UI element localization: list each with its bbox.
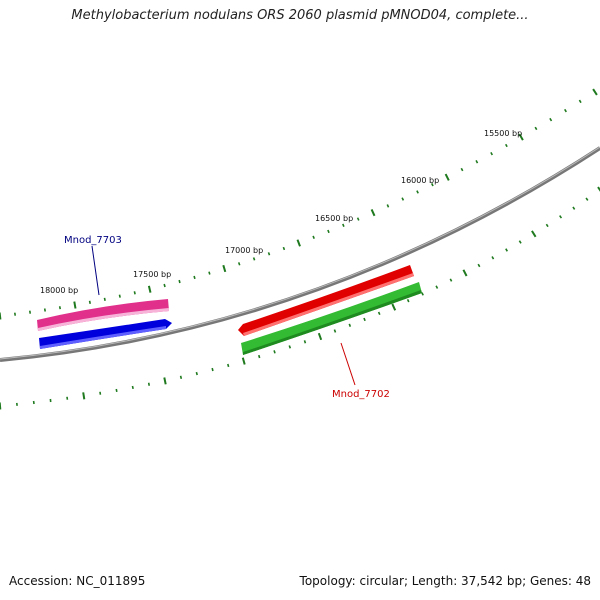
tick-label-17000: 17000 bp (225, 246, 263, 255)
outer-tick-major (222, 264, 227, 273)
outer-tick-minor (252, 257, 256, 261)
inner-tick-minor (227, 363, 230, 368)
inner-tick-major (82, 392, 86, 400)
outer-tick-minor (43, 308, 46, 312)
outer-tick-minor (356, 217, 360, 221)
tick-label-18000: 18000 bp (40, 286, 78, 295)
inner-tick-minor (348, 323, 352, 327)
tick-label-16000: 16000 bp (401, 176, 439, 185)
outer-tick-minor (58, 306, 61, 310)
inner-tick-minor (518, 240, 522, 244)
inner-tick-major (241, 357, 246, 365)
inner-tick-ring (0, 186, 600, 410)
outer-tick-major (444, 173, 450, 181)
map-title: Methylobacterium nodulans ORS 2060 plasm… (71, 8, 529, 23)
outer-tick-minor (490, 152, 494, 156)
leader-line-mnod-7703 (91, 245, 100, 296)
inner-tick-major (531, 230, 537, 238)
inner-tick-minor (491, 256, 495, 260)
outer-tick-minor (430, 183, 434, 187)
inner-tick-minor (303, 340, 307, 344)
inner-tick-minor (258, 354, 261, 359)
outer-tick-major (518, 133, 524, 141)
outer-tick-major (147, 285, 152, 293)
inner-tick-minor (211, 367, 214, 372)
outer-tick-minor (564, 108, 567, 113)
inner-tick-minor (377, 311, 381, 316)
inner-tick-minor (288, 345, 292, 349)
tick-label-16500: 16500 bp (315, 214, 353, 223)
plasmid-backbone-highlight (0, 146, 600, 360)
inner-tick-major (317, 332, 323, 341)
outer-tick-minor (88, 300, 91, 304)
inner-tick-minor (363, 317, 366, 322)
tick-label-17500: 17500 bp (133, 270, 171, 279)
inner-tick-minor (449, 278, 453, 282)
gene-bar-mnod-7703-outer-shade (38, 308, 169, 331)
outer-tick-minor (178, 279, 181, 284)
outer-tick-minor (282, 246, 286, 251)
gene-bar-mnod-7702-outer[interactable] (238, 265, 414, 336)
inner-tick-major (391, 303, 397, 311)
gene-bar-mnod-7702-outer-shade (243, 273, 414, 336)
topology-summary-text: Topology: circular; Length: 37,542 bp; G… (299, 574, 591, 588)
outer-tick-minor (578, 99, 582, 104)
gene-bar-mnod-7702-inner-shade (243, 290, 422, 355)
inner-tick-minor (545, 223, 549, 228)
gene-feature-mnod-7703[interactable] (37, 299, 172, 349)
inner-tick-minor (559, 215, 563, 219)
inner-tick-minor (421, 292, 424, 296)
outer-tick-ring (0, 88, 598, 320)
outer-tick-minor (327, 229, 330, 234)
inner-tick-minor (477, 263, 481, 268)
inner-tick-minor (131, 385, 134, 390)
accession-text: Accession: NC_011895 (9, 574, 146, 588)
outer-tick-minor (163, 283, 166, 288)
inner-tick-minor (406, 298, 410, 303)
inner-tick-major (163, 377, 167, 385)
outer-tick-minor (312, 235, 315, 239)
outer-tick-major (296, 239, 301, 247)
outer-tick-major (370, 208, 376, 217)
outer-tick-minor (118, 294, 121, 298)
outer-tick-minor (267, 252, 271, 256)
outer-tick-minor (133, 291, 136, 295)
tick-label-15500: 15500 bp (484, 129, 522, 138)
outer-tick-minor (342, 223, 345, 227)
outer-tick-minor (103, 297, 106, 301)
outer-tick-major (73, 301, 77, 309)
inner-tick-major (462, 269, 468, 277)
gene-feature-mnod-7702[interactable] (238, 265, 422, 355)
gene-label-mnod-7702[interactable]: Mnod_7702 (332, 389, 390, 400)
inner-tick-minor (147, 382, 150, 386)
outer-tick-major (592, 88, 598, 96)
outer-tick-minor (208, 271, 211, 275)
gene-bar-mnod-7703-inner-shade (40, 326, 166, 349)
inner-tick-minor (273, 350, 276, 354)
outer-tick-minor (386, 204, 390, 208)
outer-tick-minor (534, 126, 538, 131)
inner-tick-major (597, 186, 600, 192)
leader-line-mnod-7702 (340, 342, 356, 386)
inner-tick-minor (572, 206, 576, 210)
inner-tick-minor (179, 375, 183, 379)
outer-tick-minor (549, 117, 553, 122)
outer-tick-minor (504, 143, 508, 148)
outer-tick-minor (416, 190, 419, 194)
outer-tick-minor (193, 275, 196, 280)
gene-bar-mnod-7702-inner[interactable] (241, 282, 422, 355)
inner-tick-minor (115, 388, 118, 393)
outer-tick-minor (460, 167, 464, 172)
inner-tick-minor (505, 248, 508, 252)
inner-tick-minor (195, 371, 198, 376)
outer-tick-minor (475, 160, 479, 164)
gene-label-mnod-7703[interactable]: Mnod_7703 (64, 235, 122, 246)
inner-tick-minor (585, 197, 589, 201)
outer-tick-minor (401, 197, 405, 201)
inner-tick-minor (333, 329, 337, 333)
outer-tick-minor (237, 262, 241, 266)
inner-tick-minor (435, 285, 439, 289)
plasmid-backbone (0, 146, 600, 362)
